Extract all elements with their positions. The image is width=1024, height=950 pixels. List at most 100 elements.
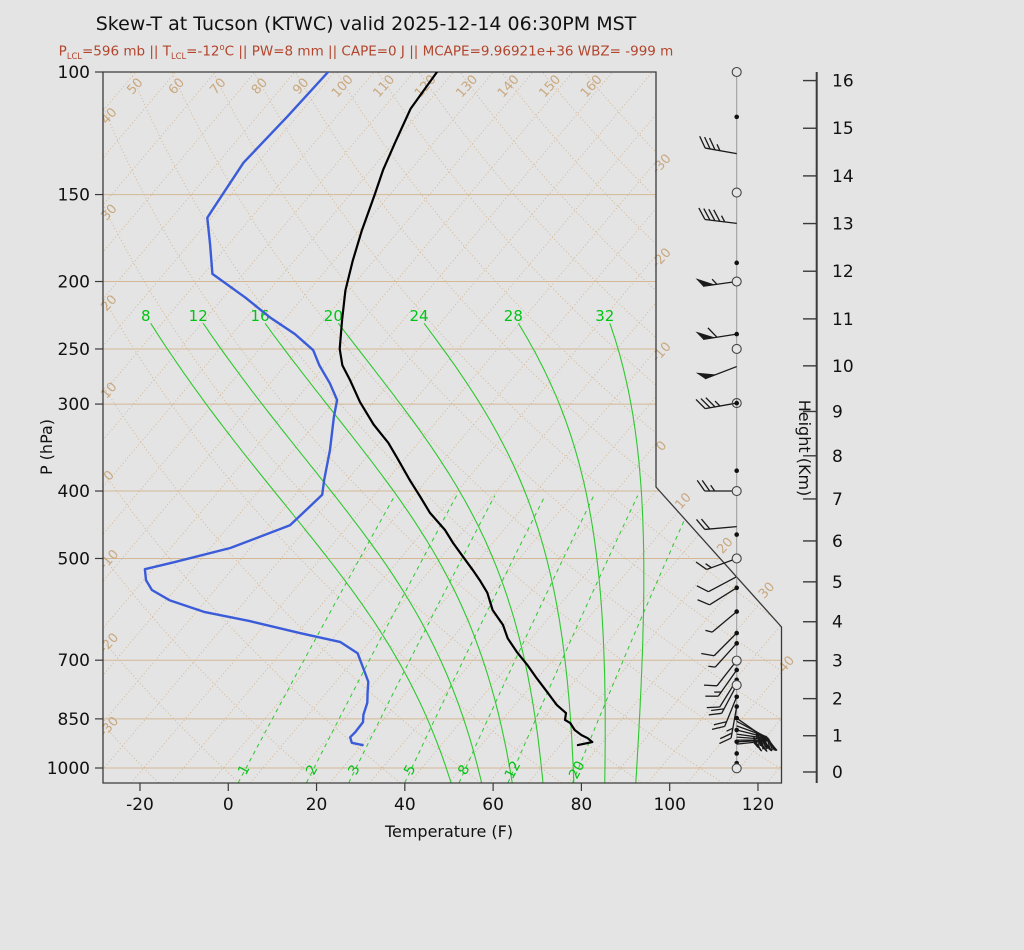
wind-barb [705, 609, 739, 633]
height-tick-label: 0 [832, 763, 843, 783]
isotherm-line [408, 72, 782, 783]
mixing-ratio-label: 1 [235, 762, 253, 777]
dry-adiabat-line [129, 72, 782, 783]
isotherm-line [103, 72, 296, 783]
temperature-tick-label: 60 [482, 795, 504, 815]
wind-barb [711, 694, 739, 730]
pressure-tick-label: 500 [58, 549, 90, 569]
mixing-ratio-line [572, 495, 696, 783]
dry-adiabat-left-label: 20 [98, 292, 120, 314]
height-tick-label: 4 [832, 613, 843, 633]
moist-adiabat-line [150, 323, 452, 783]
pressure-tick-label: 850 [58, 710, 90, 730]
wind-barb [695, 518, 737, 531]
pressure-tick-label: 700 [58, 651, 90, 671]
mixing-ratio-label: 2 [303, 762, 321, 777]
moist-adiabat-label: 20 [324, 307, 343, 325]
height-tick-label: 15 [832, 119, 854, 139]
dry-adiabat-top-label: 110 [370, 72, 398, 100]
mixing-ratio-line [507, 495, 639, 783]
subtitle-segment: o [219, 42, 225, 52]
moist-adiabat-label: 12 [189, 307, 208, 325]
height-tick-label: 3 [832, 652, 843, 672]
dry-adiabat-left-label: -30 [97, 714, 122, 740]
moist-adiabat-line [264, 322, 513, 783]
subtitle-segment: C || PW=8 mm || CAPE=0 J || MCAPE=9.9692… [224, 43, 674, 60]
isotherm-line [103, 72, 494, 783]
wind-barb [731, 66, 742, 78]
dry-adiabat-line [103, 72, 482, 783]
isotherm-line [369, 72, 782, 783]
isotherm-right-label: 20 [714, 535, 736, 557]
wind-barb [701, 630, 739, 657]
moist-adiabat-line [202, 322, 483, 783]
chart-subtitle: PLCL=596 mb || TLCL=-12oC || PW=8 mm || … [0, 42, 732, 61]
isotherm-line [103, 72, 415, 783]
wind-barb [734, 260, 739, 266]
isotherm-line [170, 72, 772, 783]
dry-adiabat-line [103, 72, 159, 783]
dry-adiabat-left-label: -20 [97, 631, 122, 657]
isotherm-right-label: -10 [649, 340, 674, 366]
wind-barb [736, 740, 778, 753]
dry-adiabat-line [416, 72, 782, 783]
wind-barb [731, 187, 742, 198]
mixing-ratio-line [237, 495, 396, 783]
moist-adiabat-line [423, 322, 575, 783]
wind-barb [695, 276, 742, 287]
isotherm-right-label: -30 [649, 151, 674, 177]
wind-barb [731, 343, 742, 355]
dry-adiabat-top-label: 130 [453, 72, 481, 100]
subtitle-segment: =596 mb || T [81, 43, 171, 60]
height-tick-label: 16 [832, 72, 854, 92]
wind-barb [696, 480, 742, 497]
mixing-ratio-line [348, 495, 496, 783]
isotherm-line [103, 72, 375, 783]
wind-barb [695, 365, 737, 380]
pressure-tick-label: 300 [58, 395, 90, 415]
wind-barb-column [695, 66, 778, 774]
height-axis-title: Height (Km) [795, 400, 814, 497]
wind-barb [719, 704, 739, 745]
temperature-tick-label: 40 [394, 795, 416, 815]
subtitle-segment: LCL [66, 51, 82, 62]
isotherm-line [528, 72, 782, 783]
wind-barb [703, 655, 742, 687]
wind-barb [695, 327, 739, 341]
dry-adiabat-left-label: -10 [97, 547, 122, 573]
temperature-axis-title: Temperature (F) [384, 822, 513, 841]
temperature-tick-label: 80 [571, 795, 593, 815]
height-tick-label: 14 [832, 167, 854, 187]
moist-adiabat-label: 8 [141, 307, 151, 325]
temperature-tick-label: 0 [223, 795, 234, 815]
dry-adiabat-top-label: 60 [166, 75, 188, 97]
wind-barb [699, 136, 737, 155]
isotherm-right-label: 40 [776, 653, 798, 675]
plot-outline [102, 71, 783, 784]
isotherm-line [130, 72, 733, 783]
isotherm-line [103, 72, 216, 783]
pressure-tick-label: 100 [58, 63, 90, 83]
pressure-tick-label: 400 [58, 482, 90, 502]
isotherm-line [103, 72, 574, 783]
pressure-tick-label: 150 [58, 186, 90, 206]
isotherm-line [249, 72, 782, 783]
subtitle-segment: P [58, 43, 67, 60]
dry-adiabat-line [457, 72, 782, 783]
isotherm-line [210, 72, 782, 783]
height-tick-label: 2 [832, 690, 843, 710]
isotherm-right-label: 30 [756, 580, 778, 602]
height-tick-label: 1 [832, 727, 843, 747]
height-tick-label: 13 [832, 215, 854, 235]
moist-adiabat-line [337, 322, 544, 783]
isotherm-line [726, 72, 782, 783]
dry-adiabat-line [103, 72, 562, 783]
moist-adiabat-line [517, 323, 606, 783]
wind-barb [731, 763, 742, 774]
height-tick-label: 9 [832, 402, 843, 422]
dry-adiabat-line [252, 72, 782, 783]
background-grid [103, 72, 782, 783]
height-tick-label: 5 [832, 573, 843, 593]
